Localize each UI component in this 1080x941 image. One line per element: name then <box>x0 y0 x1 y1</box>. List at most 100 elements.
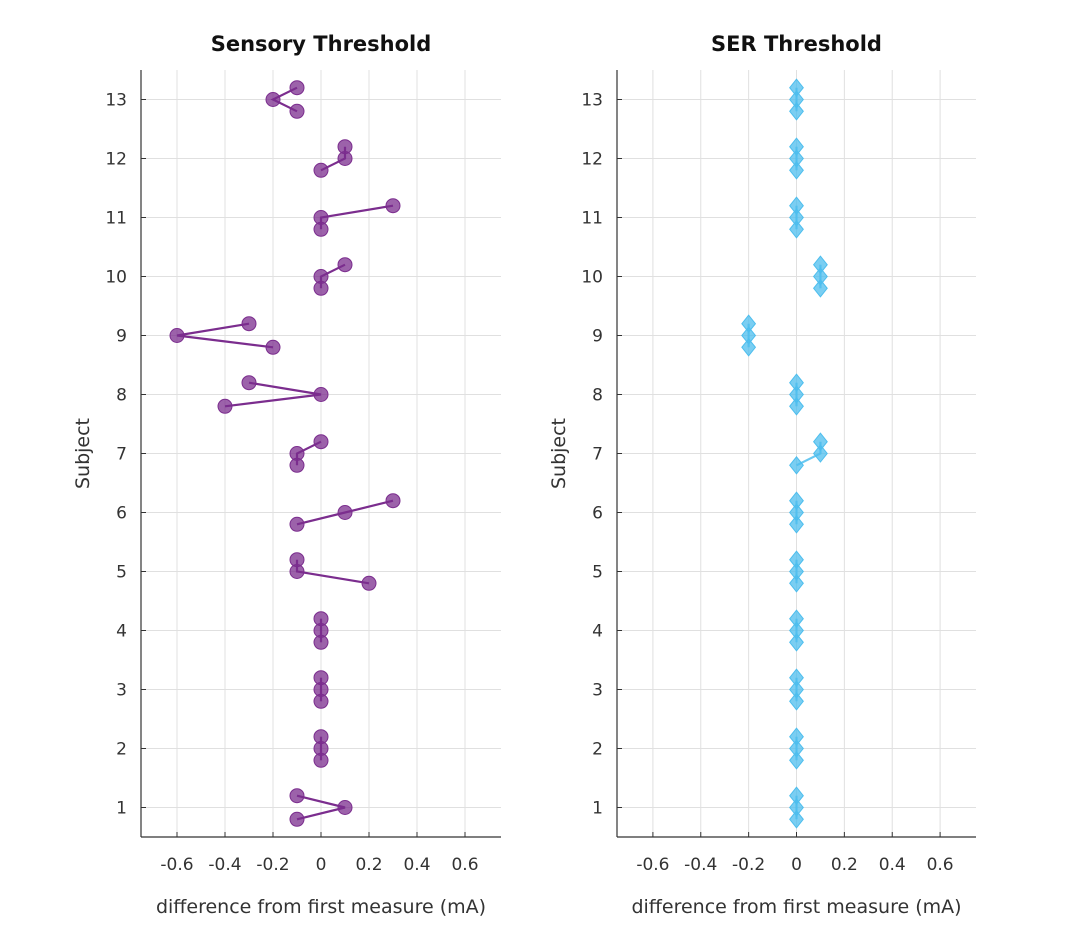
y-tick-label: 3 <box>592 681 603 701</box>
data-point <box>789 632 804 652</box>
x-tick-label: 0.4 <box>879 855 906 875</box>
data-point <box>812 444 828 463</box>
data-point <box>789 562 804 581</box>
x-tick-label: 0 <box>791 855 802 875</box>
y-tick-label: 10 <box>105 268 127 288</box>
x-tick-label: 0.2 <box>831 855 858 875</box>
data-point <box>217 398 233 414</box>
y-tick-label: 5 <box>116 563 127 583</box>
x-tick-label: 0.6 <box>451 855 478 875</box>
y-tick-label: 10 <box>581 268 603 288</box>
y-tick-label: 3 <box>116 681 127 701</box>
data-point <box>789 621 804 640</box>
x-tick-label: -0.2 <box>732 855 765 875</box>
data-point <box>789 196 804 216</box>
data-point <box>789 550 804 570</box>
x-axis-label: difference from first measure (mA) <box>156 896 486 918</box>
data-point <box>789 739 804 758</box>
y-tick-label: 7 <box>592 445 603 465</box>
data-point <box>789 680 804 699</box>
data-point <box>313 162 329 178</box>
y-tick-label: 7 <box>116 445 127 465</box>
data-point <box>289 103 305 119</box>
data-point <box>289 516 305 532</box>
y-tick-label: 6 <box>592 504 603 524</box>
data-point <box>789 219 804 239</box>
data-point <box>313 387 329 402</box>
data-point <box>789 160 804 180</box>
data-point <box>789 149 804 168</box>
y-axis-label: Subject <box>548 418 570 489</box>
data-point <box>337 505 353 520</box>
y-tick-label: 6 <box>116 504 127 524</box>
data-point <box>241 316 257 332</box>
data-point <box>337 800 353 815</box>
data-point <box>313 269 329 284</box>
x-tick-label: 0.2 <box>355 855 382 875</box>
data-point <box>789 750 804 770</box>
y-tick-label: 12 <box>581 150 603 170</box>
grid <box>141 70 501 837</box>
data-point <box>812 255 828 275</box>
data-point <box>789 514 804 534</box>
data-point <box>313 434 329 450</box>
data-point <box>812 278 828 298</box>
x-tick-label: 0 <box>316 855 327 875</box>
data-point <box>789 503 804 522</box>
sensory-threshold-panel: Sensory Threshold difference from first … <box>72 32 501 918</box>
y-tick-label: 11 <box>105 209 127 229</box>
data-point <box>789 373 804 393</box>
data-point <box>337 257 353 273</box>
data-point <box>337 139 353 155</box>
data-point <box>289 788 305 804</box>
data-point <box>313 210 329 225</box>
y-tick-label: 9 <box>592 327 603 347</box>
x-tick-label: -0.4 <box>684 855 717 875</box>
x-tick-label: 0.4 <box>403 855 430 875</box>
data-point <box>741 314 757 334</box>
ser-threshold-panel: SER Threshold difference from first meas… <box>548 32 976 918</box>
data-point <box>789 609 804 629</box>
y-tick-label: 2 <box>116 740 127 760</box>
y-tick-label: 8 <box>592 386 603 406</box>
chart-title: SER Threshold <box>711 32 882 56</box>
y-tick-label: 1 <box>116 799 127 819</box>
data-point <box>289 80 305 96</box>
data-point <box>812 432 828 452</box>
data-point <box>789 90 804 109</box>
data-point <box>789 385 804 404</box>
data-point <box>741 337 757 357</box>
y-tick-label: 13 <box>581 91 603 111</box>
data-point <box>789 798 804 817</box>
grid <box>617 70 976 837</box>
data-point <box>313 729 329 745</box>
data-point <box>789 809 804 829</box>
data-point <box>313 670 329 686</box>
x-tick-label: -0.6 <box>636 855 669 875</box>
x-axis-label: difference from first measure (mA) <box>631 896 961 918</box>
data-point <box>789 691 804 711</box>
data-point <box>169 328 185 343</box>
data-point <box>385 198 401 214</box>
y-tick-label: 8 <box>116 386 127 406</box>
data-point <box>265 339 281 355</box>
data-point <box>789 786 804 806</box>
data-point <box>289 811 305 827</box>
data-point <box>385 493 401 509</box>
data-point <box>789 78 804 98</box>
data-point <box>789 396 804 416</box>
data-point <box>789 668 804 688</box>
data-point <box>313 611 329 627</box>
data-point <box>361 575 377 591</box>
y-tick-label: 4 <box>116 622 127 642</box>
chart-title: Sensory Threshold <box>211 32 432 56</box>
data-point <box>789 137 804 157</box>
y-tick-label: 13 <box>105 91 127 111</box>
y-tick-label: 9 <box>116 327 127 347</box>
data-point <box>789 208 804 227</box>
data-point <box>289 552 305 568</box>
y-tick-label: 12 <box>105 150 127 170</box>
data-point <box>789 573 804 593</box>
data-point <box>741 326 757 345</box>
